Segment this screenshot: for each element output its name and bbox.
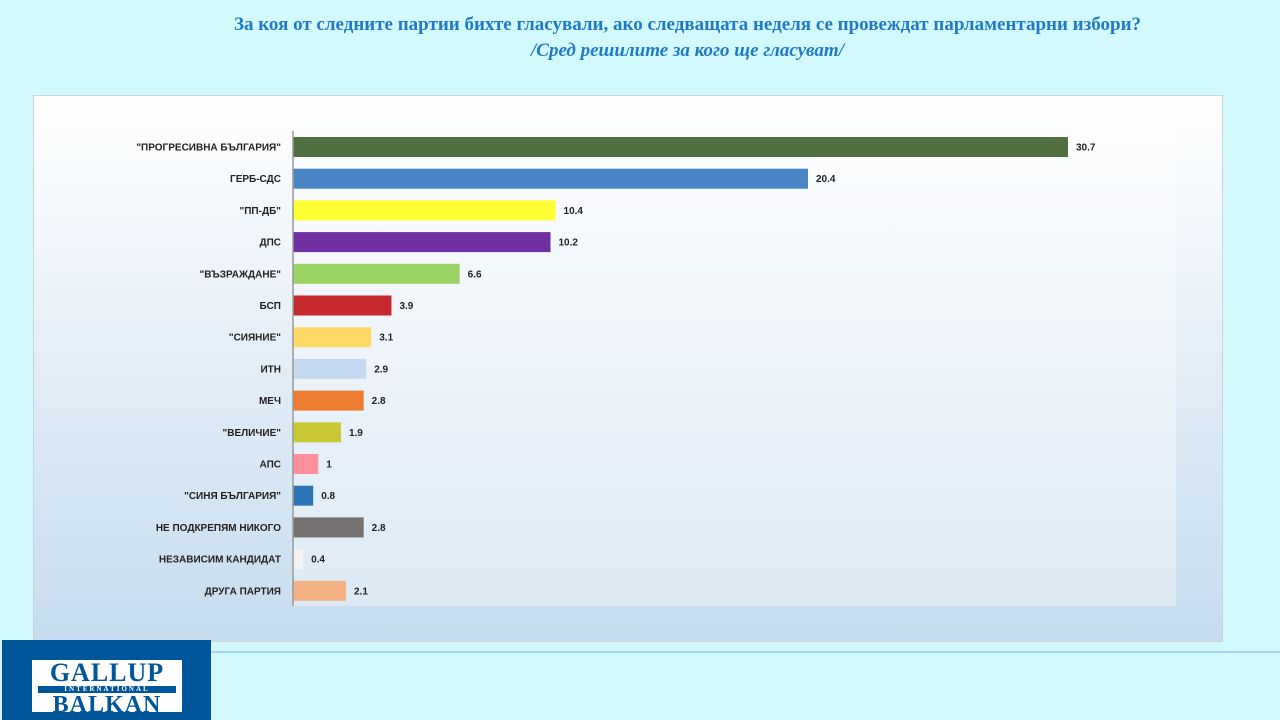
bar <box>293 390 364 411</box>
data-label: 3.1 <box>379 333 393 344</box>
data-label: 10.2 <box>558 238 578 249</box>
bar <box>293 327 372 348</box>
bar <box>293 232 551 253</box>
bar <box>293 168 808 189</box>
bar <box>293 549 304 570</box>
category-label: МЕЧ <box>259 396 281 407</box>
category-label: "ВЕЛИЧИЕ" <box>223 428 282 439</box>
divider <box>211 651 1280 653</box>
category-label: "ВЪЗРАЖДАНЕ" <box>200 269 282 280</box>
data-label: 10.4 <box>564 206 584 217</box>
data-label: 1 <box>326 460 332 471</box>
bar <box>293 137 1068 157</box>
bar <box>293 295 392 316</box>
logo-line1: GALLUP <box>49 658 165 687</box>
data-label: 2.8 <box>372 396 386 407</box>
category-label: "ПРОГРЕСИВНА БЪЛГАРИЯ" <box>136 143 281 154</box>
category-label: ДРУГА ПАРТИЯ <box>205 586 281 597</box>
category-label: "ПП-ДБ" <box>240 206 282 217</box>
chart-title: За коя от следните партии бихте гласувал… <box>233 14 1142 35</box>
data-label: 6.6 <box>468 269 482 280</box>
data-label: 2.9 <box>374 364 388 375</box>
data-label: 0.4 <box>311 555 325 566</box>
bar <box>293 358 367 379</box>
category-label: НЕЗАВИСИМ КАНДИДАТ <box>159 555 281 566</box>
data-label: 3.9 <box>399 301 413 312</box>
data-label: 30.7 <box>1076 143 1096 154</box>
category-label: ДПС <box>259 238 281 249</box>
data-label: 2.1 <box>354 586 368 597</box>
category-label: НЕ ПОДКРЕПЯМ НИКОГО <box>156 523 281 534</box>
logo-line2: INTERNATIONAL <box>38 686 176 693</box>
bar <box>293 263 460 284</box>
chart-subtitle: /Сред решилите за кого ще гласуват/ <box>531 40 844 61</box>
bar-chart: "ПРОГРЕСИВНА БЪЛГАРИЯ" 30.7 ГЕРБ-СДС 20.4 "П… <box>136 131 1176 606</box>
category-label: ИТН <box>260 364 281 375</box>
bar <box>293 580 347 601</box>
bar <box>293 200 556 221</box>
bar <box>293 485 314 506</box>
category-label: ГЕРБ-СДС <box>230 174 281 185</box>
data-label: 1.9 <box>349 428 363 439</box>
category-label: БСП <box>260 301 281 312</box>
logo-line3: BALKAN <box>52 692 162 718</box>
gallup-logo: GALLUP INTERNATIONAL BALKAN <box>2 640 211 720</box>
data-label: 20.4 <box>816 174 836 185</box>
chart-frame: "ПРОГРЕСИВНА БЪЛГАРИЯ" 30.7 ГЕРБ-СДС 20.4 "П… <box>33 95 1223 642</box>
bar <box>293 422 341 443</box>
bar <box>293 517 364 538</box>
category-label: АПС <box>260 460 282 471</box>
bar <box>293 454 319 474</box>
data-label: 2.8 <box>372 523 386 534</box>
category-label: "СИНЯ БЪЛГАРИЯ" <box>184 491 281 502</box>
category-label: "СИЯНИЕ" <box>229 333 281 344</box>
data-label: 0.8 <box>321 491 335 502</box>
